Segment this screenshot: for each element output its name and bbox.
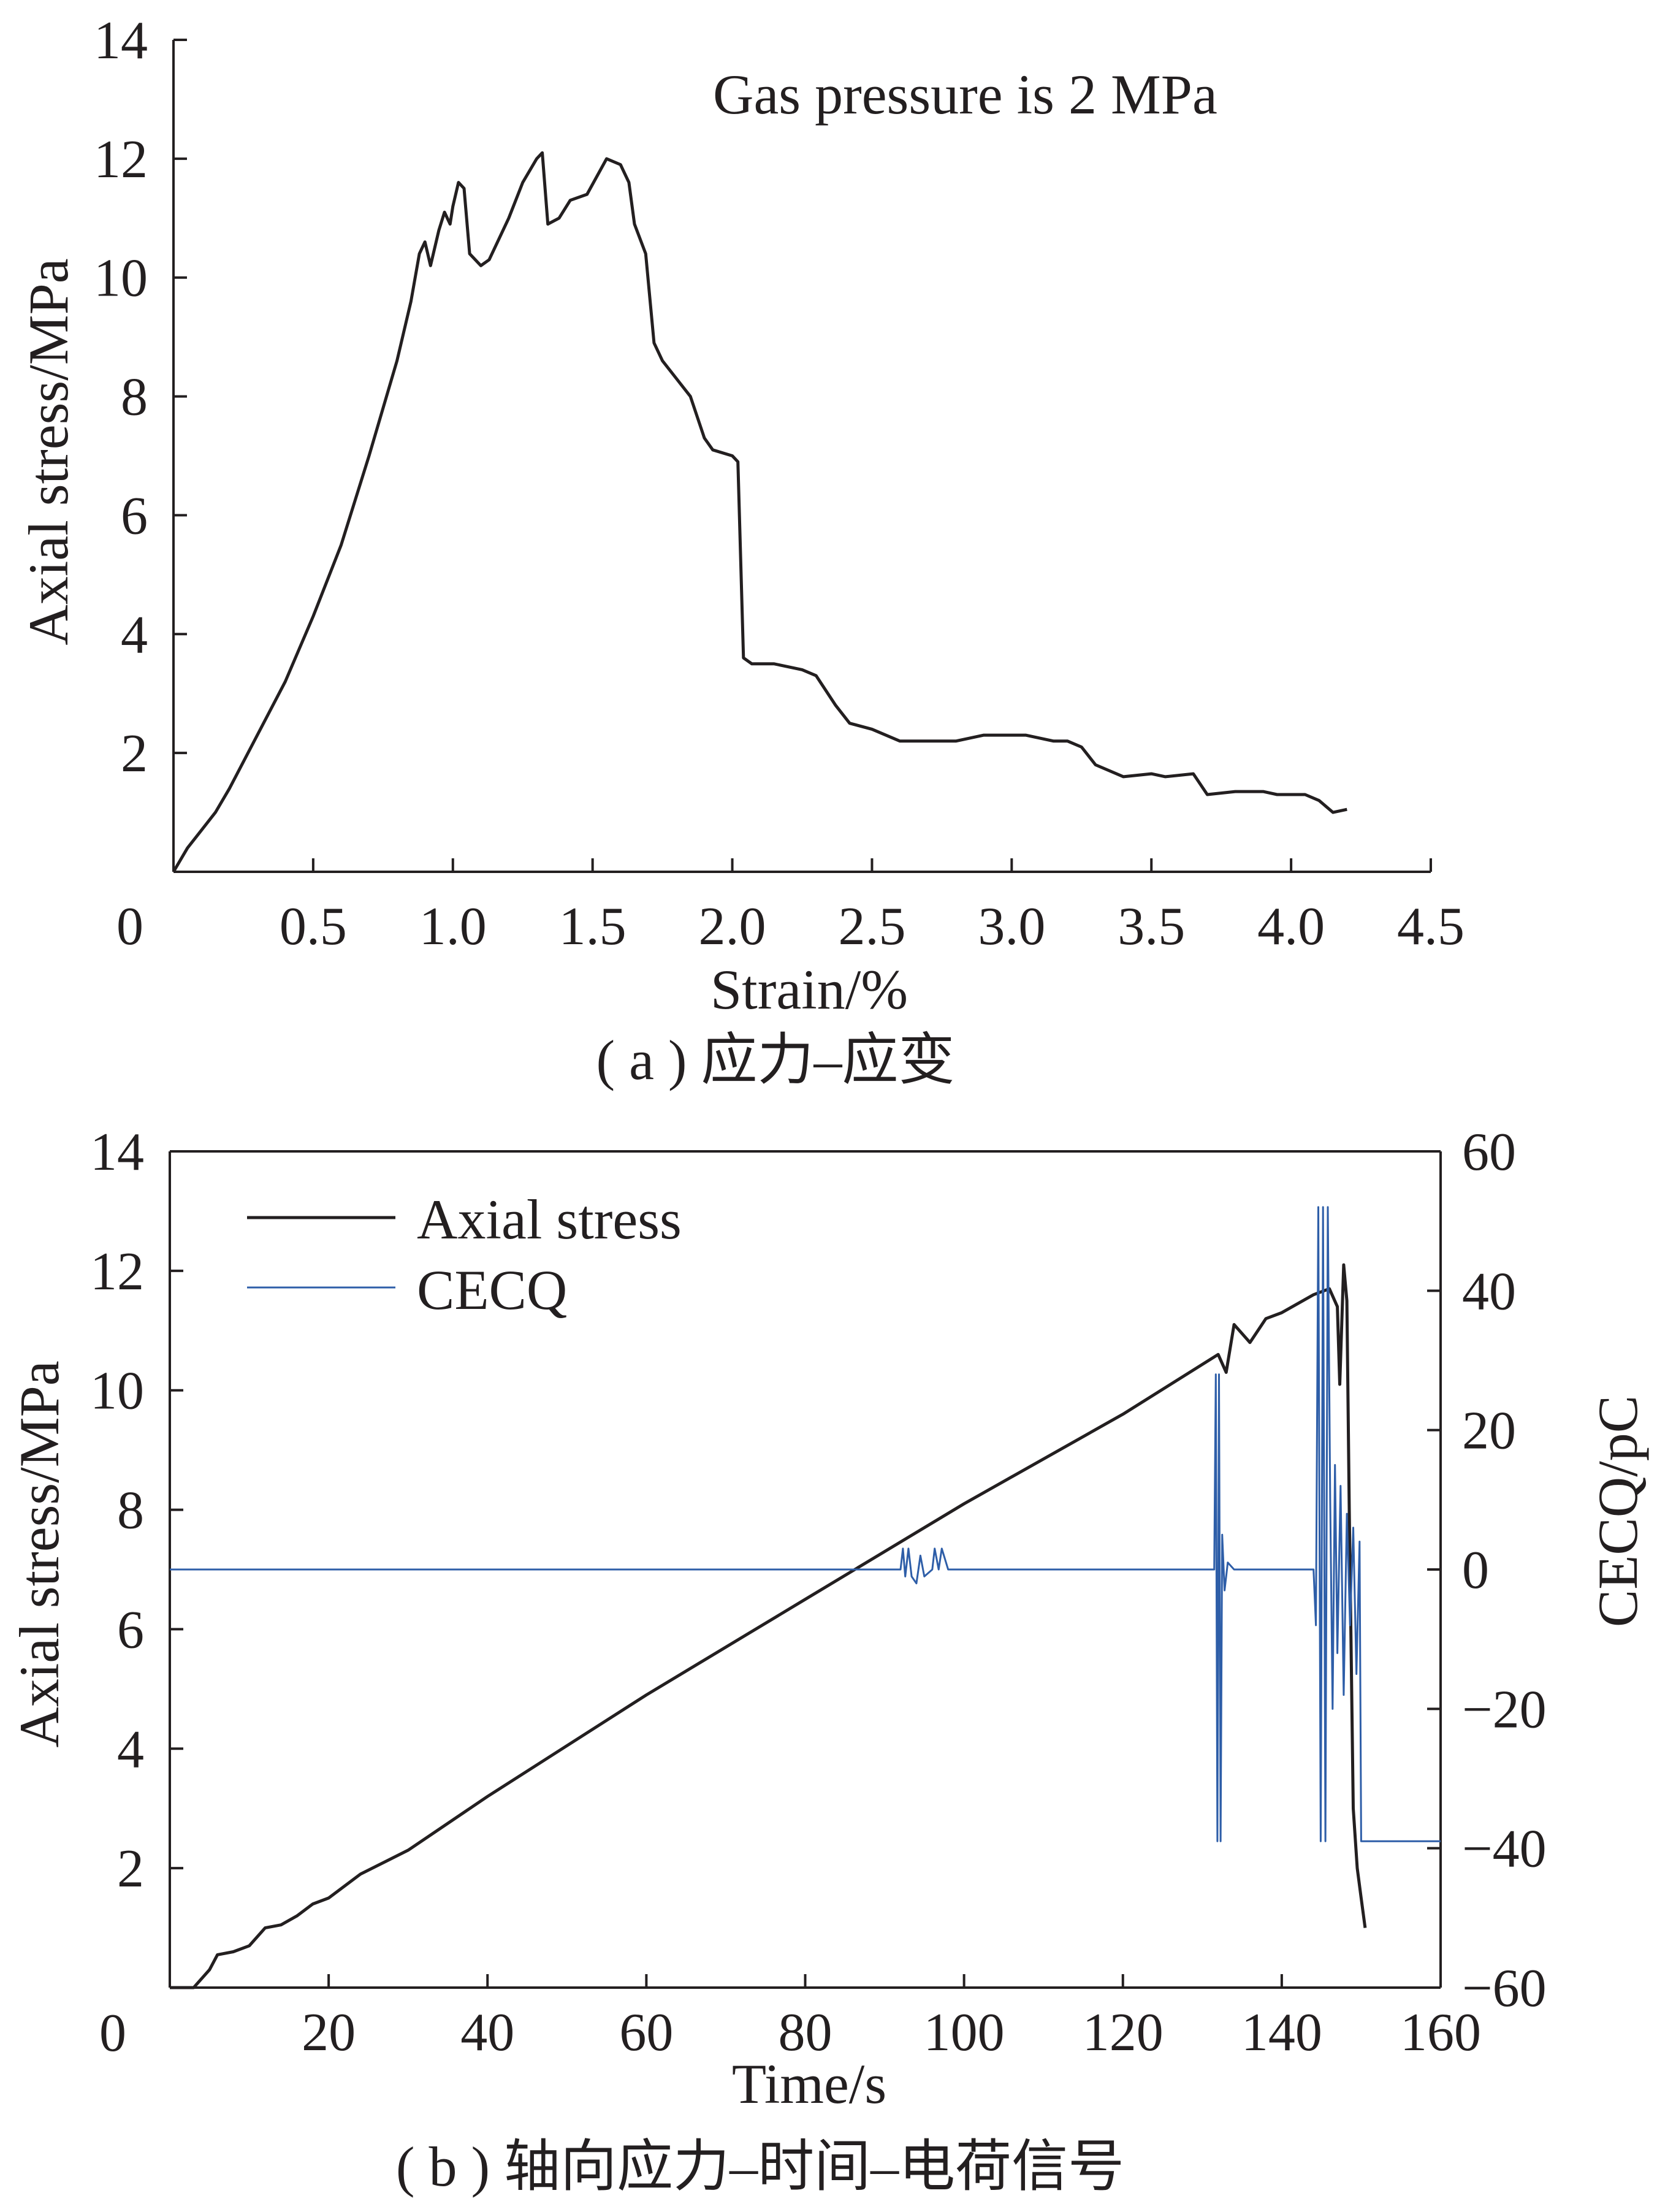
chart-a-y-tick-label: 10 (94, 249, 148, 308)
chart-b-y-tick-label: 6 (117, 1600, 144, 1660)
chart-a-ylabel: Axial stress/MPa (17, 258, 80, 645)
chart-a-caption: ( a ) 应力–应变 (596, 1029, 954, 1091)
chart-b-x-tick-label: 120 (1083, 2003, 1164, 2062)
chart-b-x-tick-label: 60 (619, 2003, 673, 2062)
chart-b-y2-tick-label: −20 (1462, 1680, 1547, 1739)
chart-b-y2-tick-label: 20 (1462, 1402, 1516, 1461)
chart-a-origin-label: 0 (116, 897, 143, 956)
chart-b-x-tick-label: 40 (460, 2003, 514, 2062)
legend-cecq-label: CECQ (417, 1259, 567, 1321)
chart-a-xlabel: Strain/% (710, 958, 908, 1021)
chart-a-x-tick-label: 1.5 (559, 897, 627, 956)
chart-a-x-tick-label: 4.0 (1257, 897, 1325, 956)
chart-b-stress-time-charge: Time/s Axial stress/MPa CECQ/pC ( b ) 轴向… (8, 1123, 1649, 2198)
chart-b-y2label: CECQ/pC (1587, 1395, 1649, 1627)
chart-a-x-tick-label: 2.5 (838, 897, 905, 956)
chart-b-x-tick-label: 80 (779, 2003, 832, 2062)
chart-b-origin-label: 0 (99, 2004, 126, 2063)
chart-b-y-tick-label: 12 (90, 1242, 144, 1302)
chart-b-xlabel: Time/s (732, 2053, 886, 2115)
chart-a-y-tick-label: 2 (121, 724, 148, 784)
chart-a-y-tick-label: 4 (121, 605, 148, 665)
chart-b-y-tick-label: 2 (117, 1839, 144, 1899)
chart-b-y2-tick-label: 60 (1462, 1123, 1516, 1182)
chart-b-caption: ( b ) 轴向应力–时间–电荷信号 (396, 2135, 1124, 2198)
chart-b-x-tick-label: 160 (1400, 2003, 1481, 2062)
chart-b-y2-tick-label: 0 (1462, 1541, 1489, 1600)
chart-b-y2-tick-label: 40 (1462, 1262, 1516, 1321)
chart-a-x-tick-label: 3.5 (1118, 897, 1185, 956)
chart-b-y-tick-label: 14 (90, 1123, 144, 1182)
chart-b-y-tick-label: 4 (117, 1720, 144, 1779)
chart-b-ylabel: Axial stress/MPa (8, 1360, 70, 1747)
chart-a-x-tick-label: 3.0 (978, 897, 1045, 956)
chart-a-y-tick-label: 6 (121, 486, 148, 546)
chart-a-stress-strain: Gas pressure is 2 MPa Strain/% Axial str… (17, 11, 1465, 1091)
chart-a-series-axial-stress (172, 151, 1347, 873)
chart-b-series-cecq (170, 1206, 1441, 1842)
chart-a-x-tick-label: 0.5 (280, 897, 347, 956)
chart-b-y-tick-label: 8 (117, 1481, 144, 1541)
chart-a-annotation: Gas pressure is 2 MPa (713, 63, 1217, 126)
chart-b-series-axial-stress (170, 1263, 1367, 1989)
chart-a-x-tick-label: 2.0 (699, 897, 766, 956)
chart-a-x-tick-label: 1.0 (419, 897, 487, 956)
chart-b-y2-tick-label: −60 (1462, 1959, 1547, 2018)
chart-b-x-tick-label: 20 (302, 2003, 356, 2062)
chart-b-y2-tick-label: −40 (1462, 1820, 1547, 1879)
chart-a-y-tick-label: 14 (94, 11, 148, 71)
chart-a-x-tick-label: 4.5 (1397, 897, 1465, 956)
chart-a-y-tick-label: 12 (94, 130, 148, 189)
chart-b-x-tick-label: 100 (924, 2003, 1005, 2062)
chart-a-y-tick-label: 8 (121, 368, 148, 427)
chart-b-y-tick-label: 10 (90, 1362, 144, 1421)
legend-axial-stress-label: Axial stress (417, 1188, 682, 1251)
chart-b-x-tick-label: 140 (1241, 2003, 1322, 2062)
